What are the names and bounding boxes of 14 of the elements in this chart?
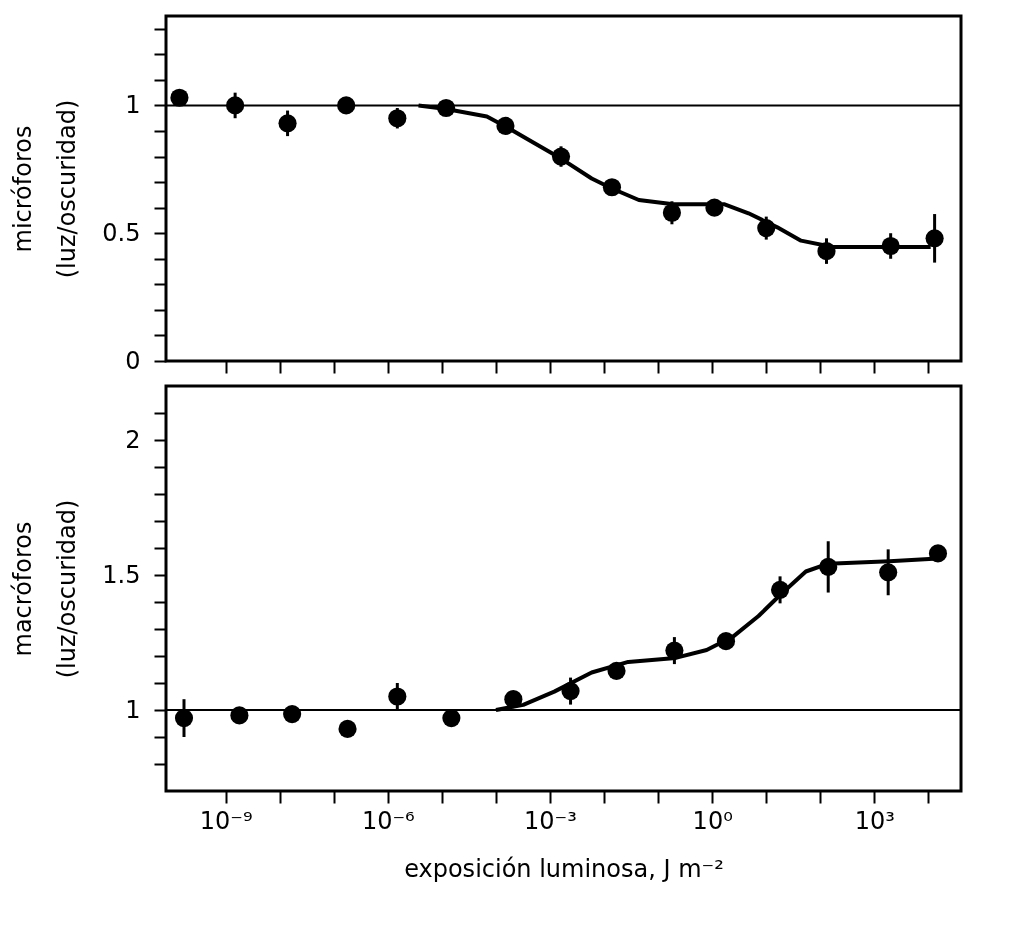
- y-tick-label: 1: [125, 695, 141, 724]
- y-axis-title: micróforos (luz/oscuridad): [9, 99, 82, 279]
- x-tick-label: 10⁻⁹: [199, 806, 253, 835]
- x-tick-label: 10⁻⁶: [361, 806, 415, 835]
- y-tick-label: 0.5: [102, 218, 141, 247]
- y-axis-title: macróforos (luz/oscuridad): [9, 499, 82, 679]
- y-tick-label: 1.5: [102, 560, 141, 589]
- x-tick-label: 10⁻³: [524, 806, 577, 835]
- x-axis-title: exposición luminosa, J m⁻²: [404, 854, 724, 883]
- x-tick-label: 10⁰: [692, 806, 733, 835]
- x-tick-label: 10³: [854, 806, 895, 835]
- y-tick-label: 1: [125, 90, 141, 119]
- y-tick-label: 0: [125, 346, 141, 375]
- y-tick-label: 2: [125, 425, 141, 454]
